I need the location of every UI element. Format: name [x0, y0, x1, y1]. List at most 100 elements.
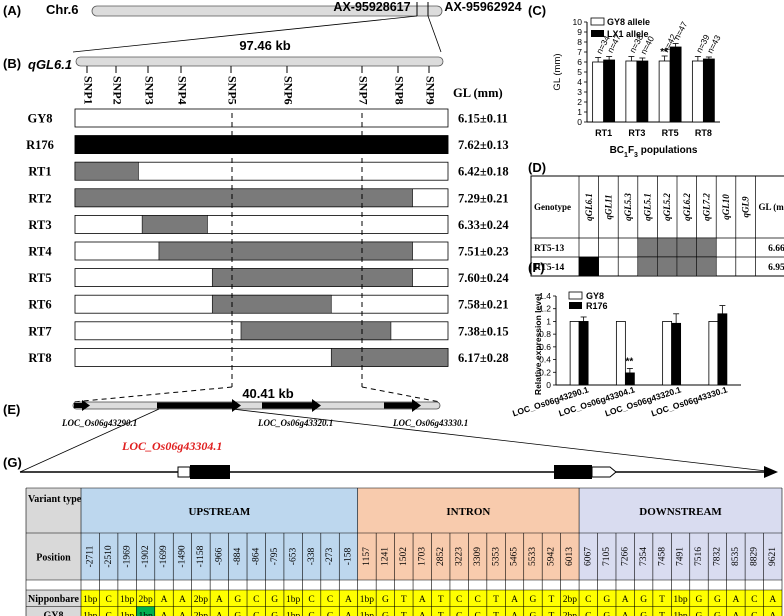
variant-cell-bg: [376, 590, 395, 607]
position-cell: 7354: [639, 547, 649, 566]
variant-cell: G: [603, 611, 610, 616]
snp-label: SNP9: [423, 76, 437, 105]
locus-header: qGL10: [721, 194, 731, 220]
bar: [717, 313, 728, 386]
marker-label-left: AX-95928617: [333, 0, 410, 14]
variant-cell: T: [401, 595, 407, 605]
genotype-name: RT5: [28, 271, 51, 285]
variant-cell: 1bp: [286, 611, 301, 616]
variant-cell-bg: [745, 606, 764, 616]
row-name-bg: [26, 606, 81, 616]
variant-cell-bg: [247, 606, 266, 616]
variant-cell: 2bp: [194, 595, 209, 605]
y-tick-label: 10: [573, 17, 583, 27]
variant-cell-bg: [394, 606, 414, 616]
genotype-name: RT4: [28, 245, 52, 259]
zoom-g-left: [19, 408, 160, 473]
variant-cell: G: [603, 595, 610, 605]
variant-cell: G: [714, 611, 721, 616]
variant-cell: A: [622, 611, 629, 616]
genotype-bar: [74, 214, 449, 234]
locus-header: qGL5.2: [662, 193, 672, 221]
filled-cell: [676, 237, 697, 258]
variant-cell: C: [327, 611, 333, 616]
y-tick-label: 2: [577, 97, 582, 107]
introgression-segment: [211, 268, 413, 287]
position-cell: 5942: [547, 547, 557, 566]
gl-value: 7.60±0.24: [458, 271, 509, 285]
variant-type-label: Variant type: [28, 494, 82, 505]
position-cell: 3223: [454, 547, 464, 566]
locus-header: qGL11: [603, 194, 613, 219]
variant-cell: 1bp: [83, 595, 98, 605]
y-tick-label: 0.4: [539, 355, 551, 365]
variant-cell: C: [105, 611, 111, 616]
significance-mark: **: [625, 357, 633, 368]
filled-cell: [676, 256, 697, 277]
snp-labels: SNP1 SNP2 SNP3 SNP4 SNP5 SNP6 SNP7 SNP8 SNP9: [81, 76, 437, 105]
variant-table: UPSTREAM INTRON DOWNSTREAM Variant type Posi…: [25, 487, 783, 616]
variant-cell: C: [585, 611, 591, 616]
x-axis-label: BC1F3 populations: [610, 145, 698, 159]
variant-cell-bg: [431, 590, 450, 607]
legend-label-gy8: GY8: [586, 291, 604, 301]
position-cell: -884: [233, 548, 243, 566]
variant-cell-bg: [615, 606, 635, 616]
bar: [592, 61, 605, 123]
variant-cell: 1bp: [120, 611, 135, 616]
spacer-row: [26, 580, 782, 590]
snp-label: SNP3: [142, 76, 156, 105]
locus-bar: [75, 56, 444, 67]
position-cell: -158: [344, 548, 354, 566]
filled-cell: [657, 256, 678, 277]
y-tick-label: 1.4: [539, 291, 551, 301]
y-tick-label: 0: [577, 117, 582, 127]
variant-cell: 1bp: [286, 595, 301, 605]
snp-label: SNP1: [81, 76, 95, 105]
variant-cell: A: [622, 595, 629, 605]
y-tick-label: 8: [577, 37, 582, 47]
variant-cell: A: [769, 611, 776, 616]
variant-cell: G: [696, 611, 703, 616]
legend-swatch-gy8: [590, 17, 605, 26]
variant-cell-bg: [523, 590, 543, 607]
variant-cell-bg: [265, 590, 284, 607]
genotype-name: RT1: [28, 165, 51, 179]
gl-cell: 6.95: [768, 263, 784, 273]
gene-arrow-1: [74, 403, 82, 408]
variant-cell: T: [549, 595, 555, 605]
y-tick-label: 1.2: [539, 304, 551, 314]
bar: [662, 321, 673, 386]
position-cell: -966: [215, 548, 225, 566]
variant-cell-bg: [283, 606, 303, 616]
genotype-cell: RT5-14: [534, 263, 565, 273]
gl-value: 7.62±0.13: [458, 138, 509, 152]
genotype-name: RT6: [28, 298, 51, 312]
position-cell: 7105: [602, 547, 612, 566]
position-cell: -2510: [104, 545, 114, 567]
bar: [691, 60, 704, 123]
bar: [708, 321, 719, 386]
gene-arrow-4-head: [412, 399, 421, 412]
exon-1: [190, 465, 230, 479]
variant-cell-bg: [117, 606, 137, 616]
panel-d-label: (D): [528, 160, 546, 175]
variant-cell: G: [640, 611, 647, 616]
variant-cell-bg: [173, 606, 192, 616]
position-cell: 7458: [657, 547, 667, 566]
variant-cell-bg: [468, 606, 487, 616]
position-cell: 1241: [381, 547, 391, 566]
gl-value: 6.42±0.18: [458, 165, 509, 179]
variant-cell: 2bp: [563, 595, 578, 605]
variant-cell-bg: [560, 590, 580, 607]
group-header-label: INTRON: [446, 506, 490, 518]
gene-arrow-candidate: [157, 402, 232, 409]
introgression-segment: [74, 188, 413, 208]
filled-cell: [657, 237, 678, 258]
panel-g: (G) UPSTREAM INTRON DOWNSTREAM Variant type…: [3, 455, 783, 616]
variant-cell-bg: [81, 590, 100, 607]
variant-cell: 1bp: [360, 595, 375, 605]
